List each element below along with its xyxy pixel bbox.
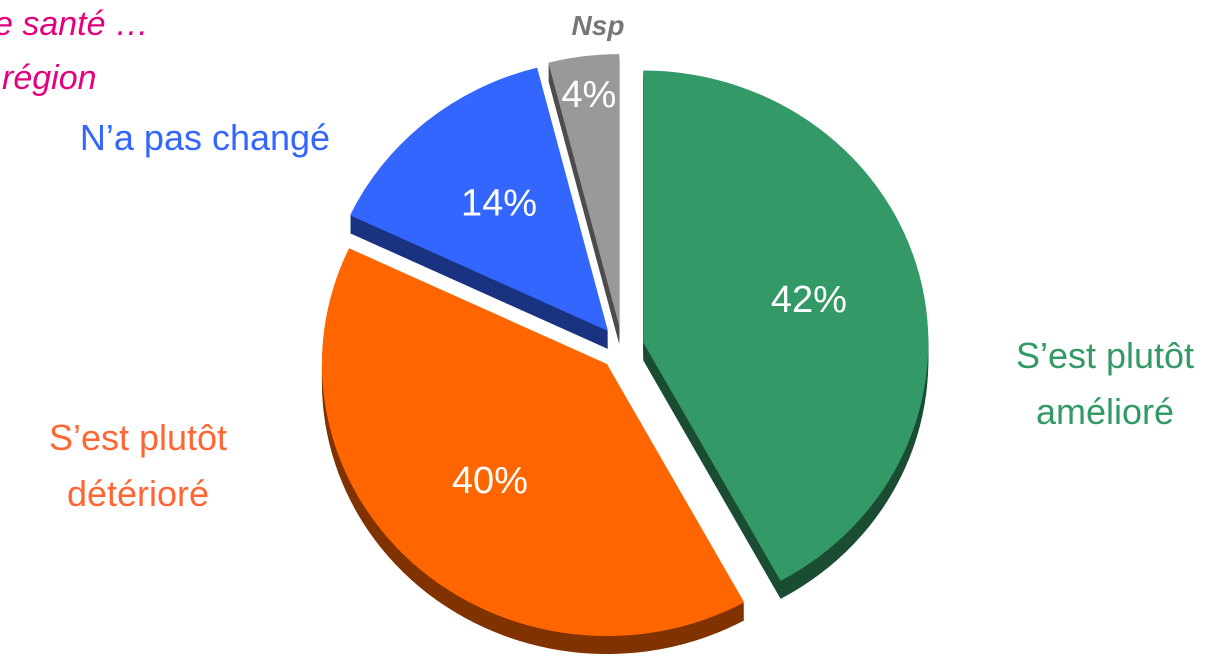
category-label-line: N’a pas changé bbox=[80, 117, 330, 158]
slice bbox=[350, 67, 608, 332]
value-label: 4% bbox=[561, 74, 616, 116]
slice bbox=[321, 248, 745, 637]
value-label: 42% bbox=[771, 279, 847, 321]
slice bbox=[548, 54, 620, 327]
category-label-line: détérioré bbox=[67, 473, 209, 514]
category-label-line: S’est plutôt bbox=[1016, 335, 1194, 376]
slice bbox=[643, 70, 929, 581]
value-label: 14% bbox=[461, 182, 537, 224]
category-label: N’a pas changé bbox=[80, 117, 330, 158]
category-label: S’est plutôt amélioré bbox=[1016, 335, 1194, 432]
category-label-line: amélioré bbox=[1036, 391, 1174, 432]
category-label: Nsp bbox=[572, 10, 625, 41]
category-label: S’est plutôt détérioré bbox=[49, 417, 227, 514]
chart-title: région bbox=[2, 59, 97, 97]
chart-title: e santé … bbox=[0, 5, 149, 43]
value-label: 40% bbox=[452, 460, 528, 502]
category-label-line: Nsp bbox=[572, 10, 625, 41]
category-label-line: S’est plutôt bbox=[49, 417, 227, 458]
